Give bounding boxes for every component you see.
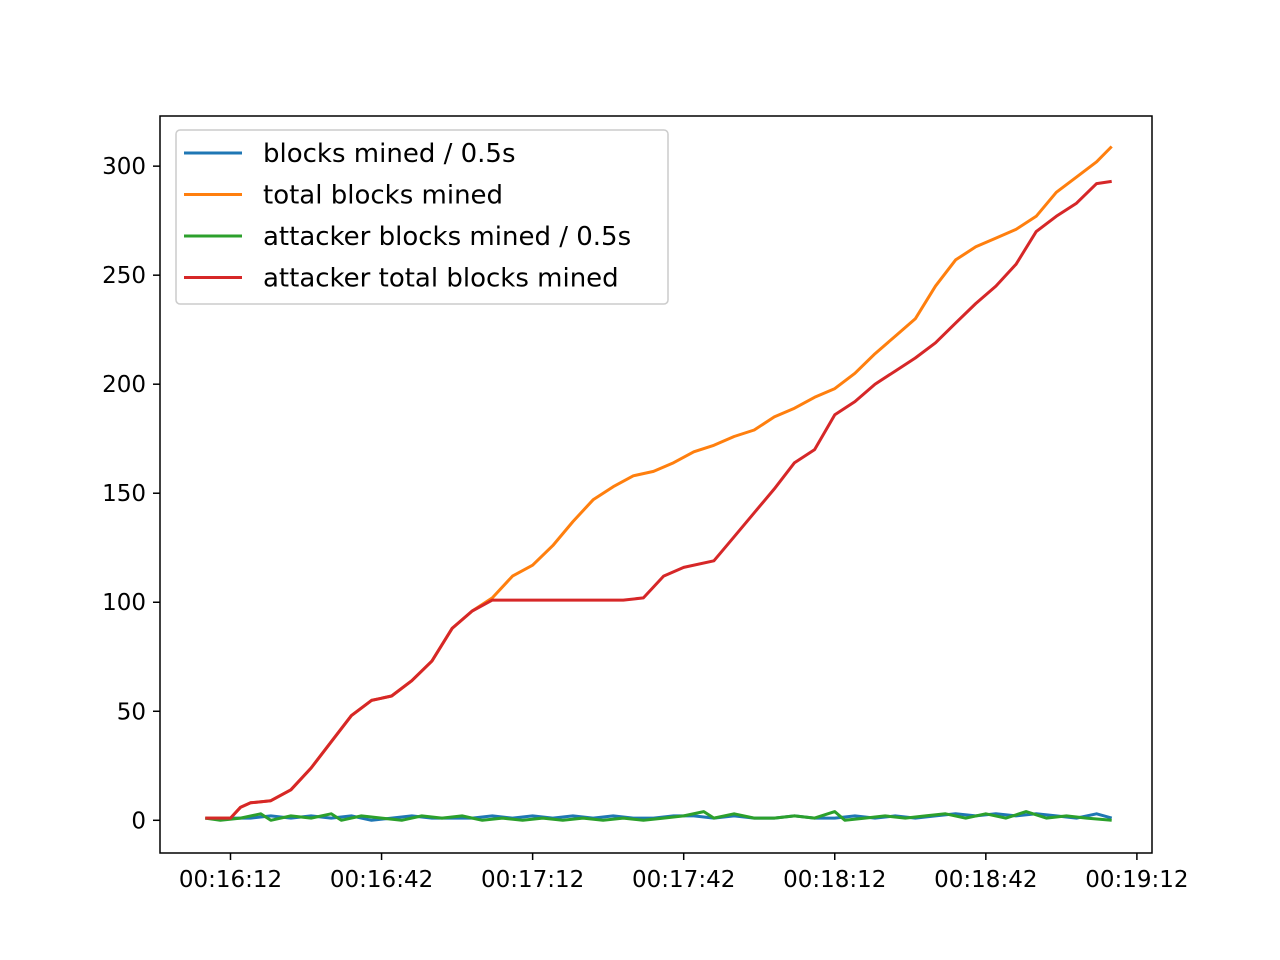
- y-tick-label-0: 0: [131, 808, 146, 834]
- x-tick-label-0: 00:16:12: [179, 867, 282, 893]
- legend-label-1: total blocks mined: [263, 181, 503, 211]
- legend: blocks mined / 0.5s total blocks mined att…: [175, 129, 669, 305]
- y-tick-label-5: 250: [102, 263, 146, 289]
- legend-box: [175, 129, 669, 305]
- y-tick-label-6: 300: [102, 154, 146, 180]
- plot-frame: [159, 115, 1153, 854]
- x-tick-label-2: 00:17:12: [481, 867, 584, 893]
- legend-label-3: attacker total blocks mined: [263, 264, 619, 294]
- x-tick-label-5: 00:18:42: [934, 867, 1037, 893]
- y-axis: 0 50 100 150 200 250 300: [102, 154, 160, 834]
- series-line-3: [205, 179, 1112, 820]
- plot-series: [205, 145, 1113, 822]
- x-tick-label-4: 00:18:12: [783, 867, 886, 893]
- y-tick-label-4: 200: [102, 372, 146, 398]
- y-tick-label-2: 100: [102, 590, 146, 616]
- y-tick-label-3: 150: [102, 481, 146, 507]
- x-tick-label-6: 00:19:12: [1085, 867, 1188, 893]
- legend-label-0: blocks mined / 0.5s: [263, 139, 516, 169]
- series-line-2: [205, 810, 1112, 822]
- x-tick-label-3: 00:17:42: [632, 867, 735, 893]
- x-axis: 00:16:12 00:16:42 00:17:12 00:17:42 00:18:12…: [179, 853, 1189, 893]
- legend-label-2: attacker blocks mined / 0.5s: [263, 222, 631, 252]
- x-tick-label-1: 00:16:42: [330, 867, 433, 893]
- y-tick-label-1: 50: [117, 699, 146, 725]
